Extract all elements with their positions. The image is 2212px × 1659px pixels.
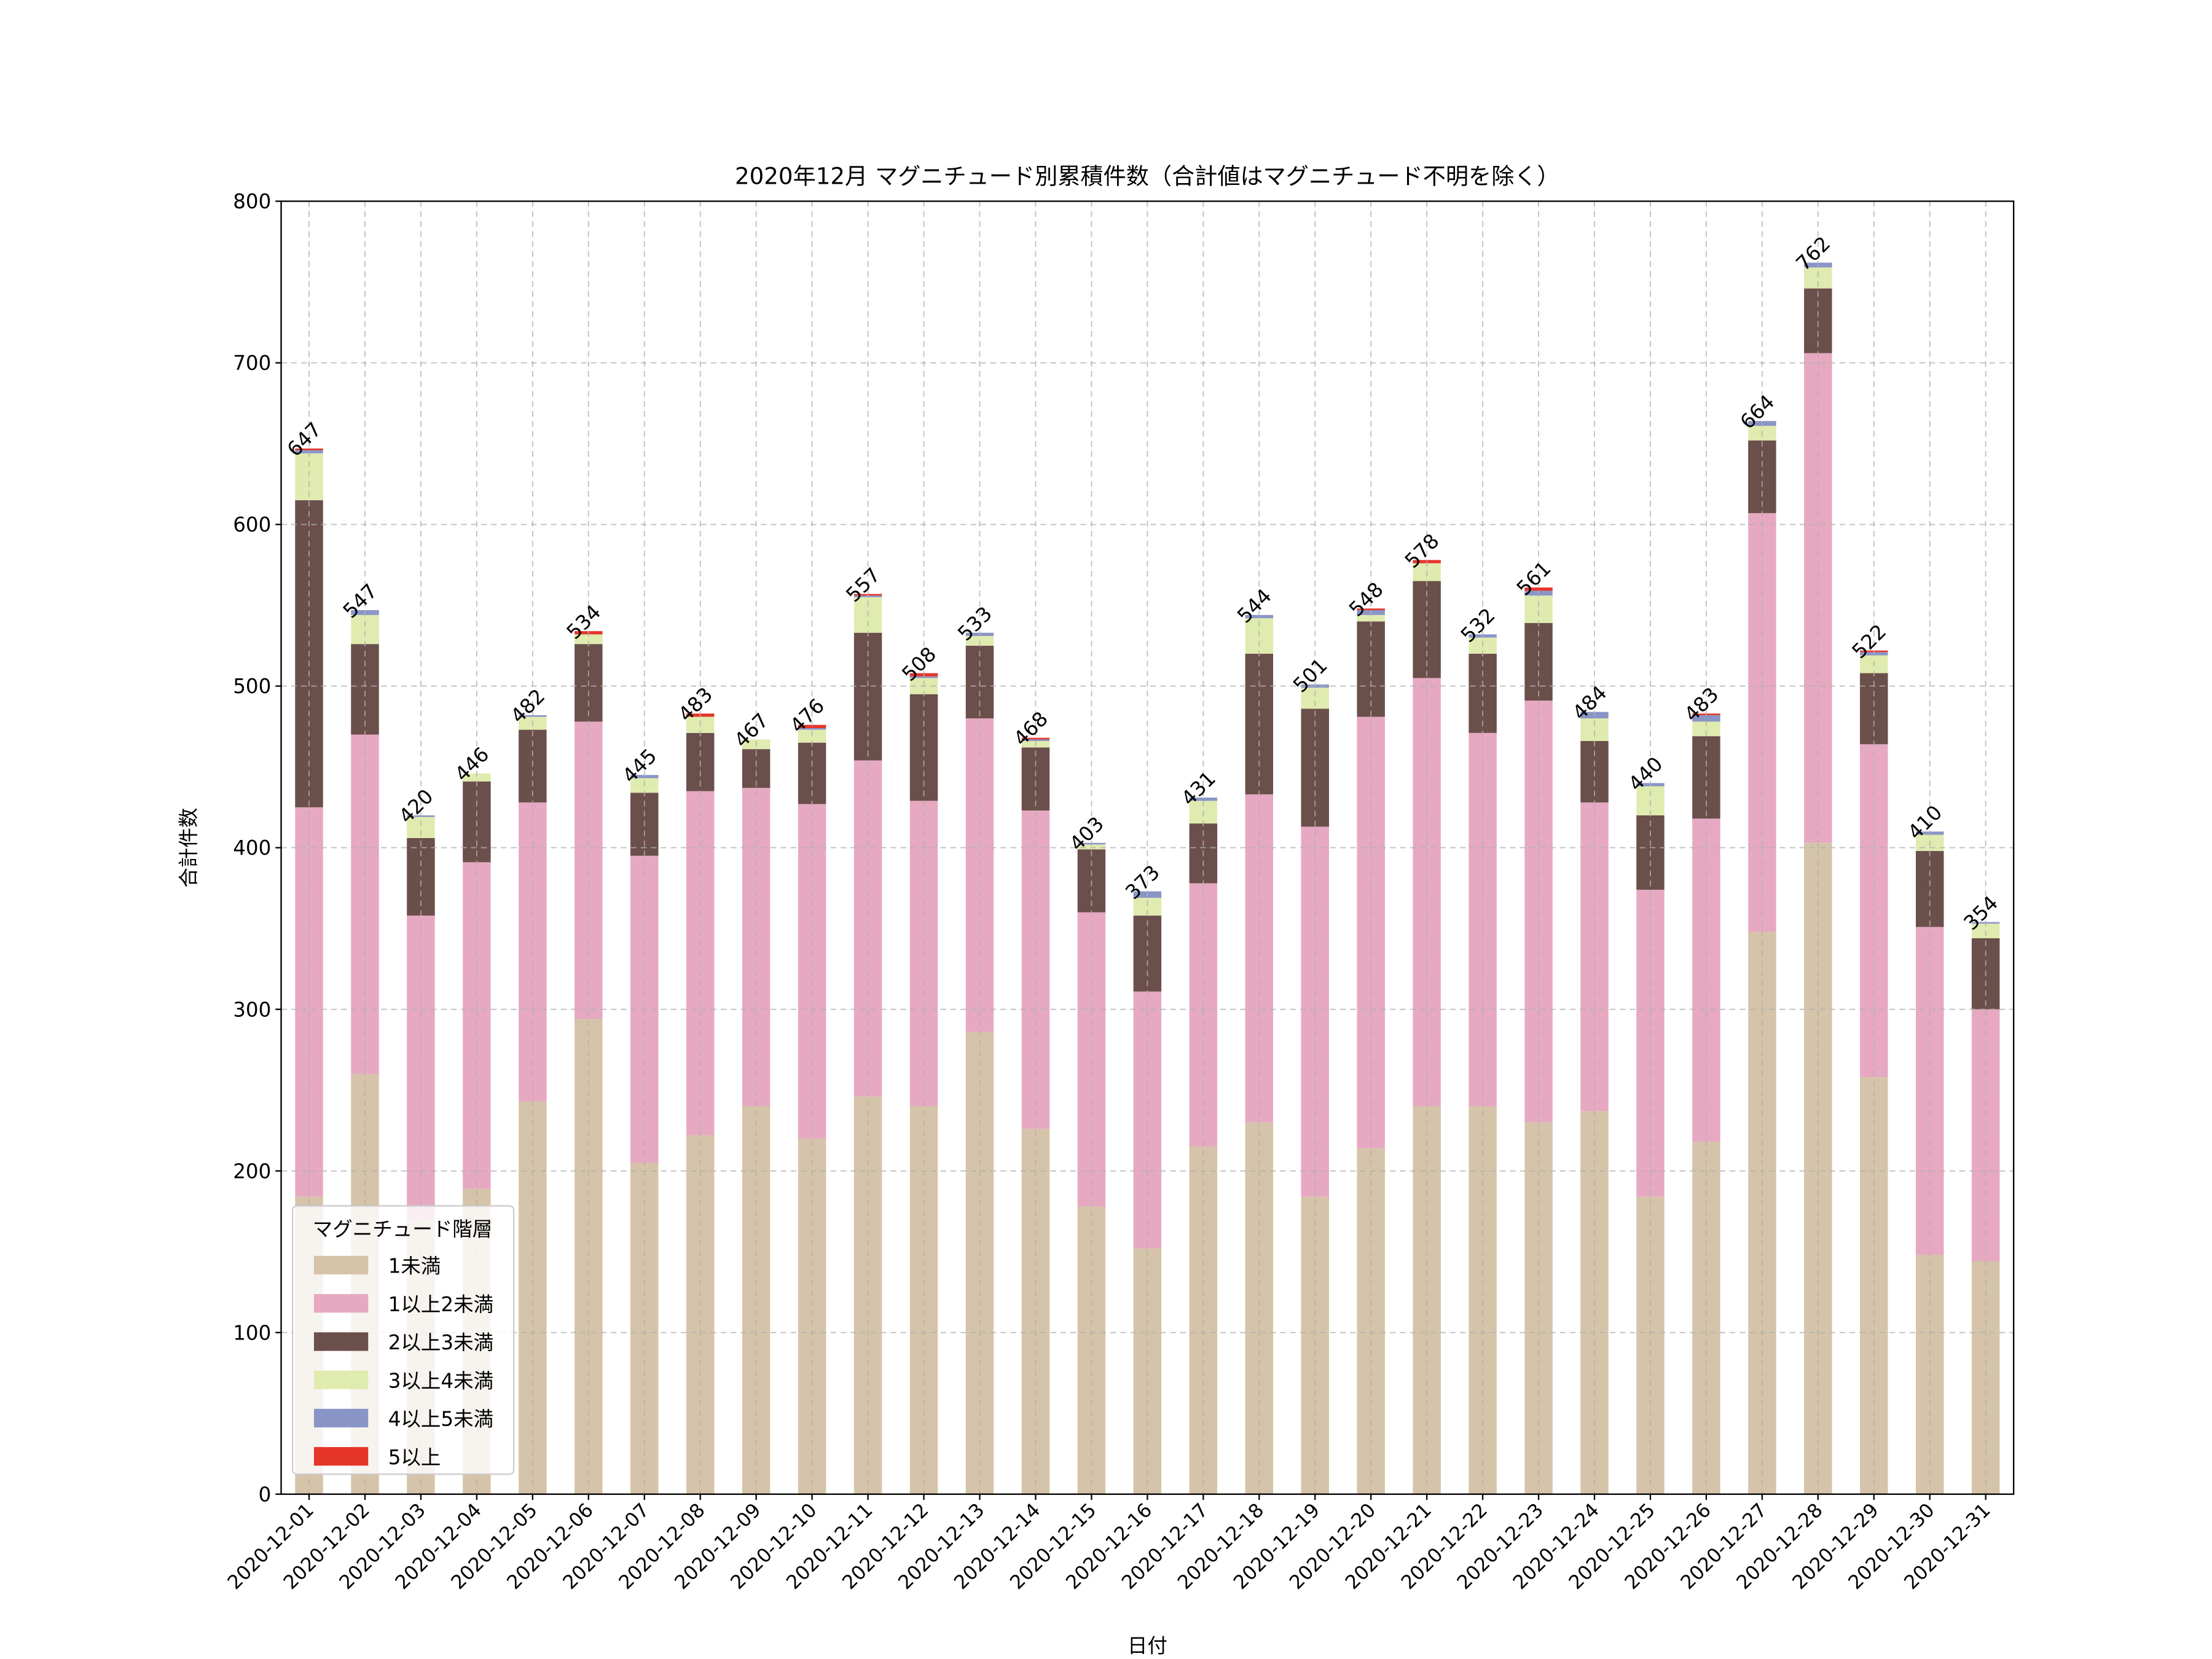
legend-label: 5以上 xyxy=(388,1446,441,1469)
bar-segment-1 xyxy=(1524,1122,1553,1494)
chart-title: 2020年12月 マグニチュード別累積件数（合計値はマグニチュード不明を除く） xyxy=(735,163,1560,190)
bar-segment-2 xyxy=(1469,732,1497,1107)
bar-segment-2 xyxy=(1133,991,1162,1249)
y-tick-label: 300 xyxy=(233,998,271,1021)
bar-segment-4 xyxy=(463,773,491,782)
y-axis-label: 合計件数 xyxy=(177,808,200,888)
bar-segment-5 xyxy=(1692,715,1720,722)
bar-segment-1 xyxy=(1971,1261,2000,1494)
y-tick-label: 100 xyxy=(233,1321,271,1344)
legend-swatch xyxy=(313,1255,369,1275)
legend-label: 3以上4未満 xyxy=(388,1369,493,1392)
y-tick-label: 800 xyxy=(233,190,271,213)
bar-segment-5 xyxy=(909,676,938,678)
legend-label: 2以上3未満 xyxy=(388,1331,493,1354)
y-tick-label: 600 xyxy=(233,513,271,536)
legend-label: 1未満 xyxy=(388,1255,441,1278)
bar-segment-5 xyxy=(1245,614,1274,619)
legend-label: 4以上5未満 xyxy=(388,1408,493,1431)
y-tick-label: 700 xyxy=(233,351,271,375)
bar-segment-6 xyxy=(1524,587,1553,591)
bar-segment-1 xyxy=(1245,1122,1274,1494)
bar-segment-5 xyxy=(630,775,659,779)
bar-segment-3 xyxy=(1301,708,1329,827)
bar-segment-1 xyxy=(630,1163,659,1494)
bar-segment-6 xyxy=(798,724,826,728)
y-tick-label: 200 xyxy=(233,1159,271,1183)
legend-swatch xyxy=(313,1332,369,1351)
y-tick-label: 500 xyxy=(233,675,271,698)
bar-segment-3 xyxy=(351,644,379,735)
bar-segment-4 xyxy=(1692,721,1720,737)
bar-segment-4 xyxy=(1077,844,1106,850)
bar-segment-6 xyxy=(1021,737,1050,740)
bar-segment-4 xyxy=(1357,614,1385,622)
bar-segment-5 xyxy=(1021,739,1050,742)
legend: マグニチュード階層 1未満 1以上2未満 2以上3未満 3以上4未満 4以上5未満 5以上 xyxy=(291,1205,515,1475)
bar-segment-1 xyxy=(519,1101,547,1494)
bar-segment-3 xyxy=(1021,747,1050,811)
x-axis-label: 日付 xyxy=(1128,1634,1167,1658)
bar-segment-6 xyxy=(1357,608,1385,610)
bar-segment-6 xyxy=(295,448,323,450)
bar-segment-4 xyxy=(351,614,379,645)
bar-segment-2 xyxy=(407,916,435,1220)
bar-segment-5 xyxy=(1189,798,1218,801)
legend-swatch xyxy=(313,1370,369,1389)
bar-segment-4 xyxy=(1524,595,1553,623)
bar-segment-5 xyxy=(798,728,826,730)
legend-swatch xyxy=(313,1408,369,1428)
bar-segment-4 xyxy=(575,634,603,645)
legend-label: 1以上2未満 xyxy=(388,1293,493,1316)
legend-swatch xyxy=(313,1294,369,1313)
y-tick-label: 0 xyxy=(259,1483,272,1506)
legend-title: マグニチュード階層 xyxy=(313,1217,493,1241)
bar-segment-2 xyxy=(1245,794,1274,1123)
legend-swatch xyxy=(313,1447,369,1466)
y-tick-label: 400 xyxy=(233,836,271,860)
